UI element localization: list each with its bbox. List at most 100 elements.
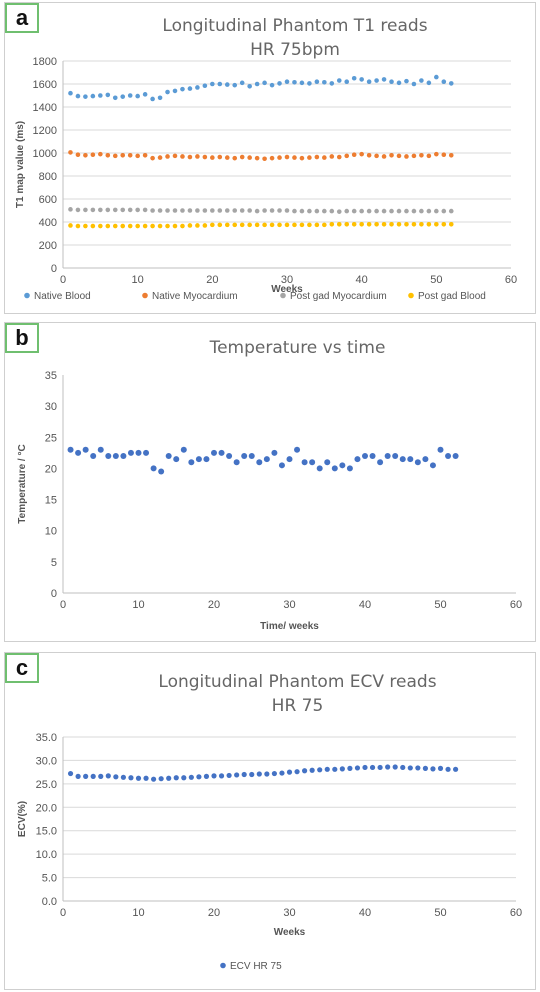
data-point (195, 208, 200, 213)
data-point (434, 151, 439, 157)
data-point (218, 773, 225, 779)
data-point (135, 153, 140, 159)
data-point (366, 208, 372, 214)
y-tick-label: 1000 (33, 148, 57, 160)
data-point (165, 452, 172, 459)
legend-marker (142, 292, 148, 299)
data-point (150, 96, 155, 102)
data-point (211, 449, 217, 456)
y-tick-label: 400 (39, 217, 57, 229)
data-point (381, 77, 387, 82)
data-point (120, 223, 126, 229)
data-point (324, 459, 331, 466)
y-tick-label: 10.0 (36, 849, 57, 861)
temperature-chart: Temperature vs time 0 5 10 15 20 25 30 35 0 10 20 30… (17, 338, 522, 632)
data-point (112, 223, 118, 229)
data-point (374, 208, 379, 214)
data-point (210, 81, 215, 87)
data-point (362, 764, 368, 771)
legend-label: Post gad Blood (418, 291, 486, 302)
data-point (359, 151, 364, 157)
data-point (389, 208, 394, 214)
y-tick-label: 0.0 (42, 896, 57, 908)
data-point (97, 446, 104, 453)
data-point (98, 93, 103, 98)
y-tick-label: 30.0 (36, 755, 57, 767)
data-point (128, 775, 134, 781)
data-point (196, 774, 202, 780)
data-point (381, 154, 387, 159)
data-point (366, 153, 372, 158)
data-point (314, 79, 320, 84)
data-point (180, 154, 185, 159)
data-point (374, 153, 379, 159)
data-point (67, 446, 74, 453)
data-point (284, 79, 290, 84)
x-tick-label: 30 (283, 907, 295, 919)
data-point (344, 79, 350, 84)
data-point (354, 456, 361, 463)
data-point (445, 766, 451, 772)
data-point (90, 152, 96, 158)
data-point (142, 207, 148, 213)
data-point (419, 222, 424, 227)
data-point (441, 222, 447, 227)
data-point (98, 773, 104, 779)
data-point (411, 153, 417, 159)
data-point (389, 153, 394, 158)
data-point (210, 208, 215, 213)
data-point (426, 80, 432, 86)
data-point (232, 208, 238, 213)
data-point (419, 153, 424, 158)
data-point (165, 208, 170, 213)
data-point (292, 155, 297, 160)
data-point (105, 92, 111, 98)
data-point (256, 771, 262, 777)
data-point (143, 449, 150, 456)
data-point (224, 222, 230, 228)
data-point (271, 770, 277, 777)
data-point (336, 78, 342, 83)
data-point (322, 155, 327, 160)
y-tick-label: 0 (51, 588, 57, 600)
data-point (307, 155, 312, 160)
data-point (284, 222, 290, 228)
x-tick-label: 10 (132, 907, 144, 919)
data-point (75, 773, 81, 779)
data-point (359, 208, 364, 214)
data-point (437, 765, 444, 771)
data-point (286, 769, 293, 775)
data-point (127, 223, 133, 229)
data-point (127, 153, 133, 158)
x-tick-label: 50 (430, 274, 442, 286)
data-point (187, 208, 193, 213)
data-point (239, 222, 245, 228)
data-point (448, 153, 454, 158)
data-point (150, 223, 155, 229)
data-point (316, 465, 323, 472)
legend-label: ECV HR 75 (230, 961, 282, 972)
data-point (299, 208, 305, 214)
data-point (68, 90, 73, 96)
data-point (419, 78, 424, 83)
y-tick-label: 1800 (33, 56, 57, 68)
data-point (396, 80, 402, 86)
data-point (362, 452, 368, 459)
data-point (374, 222, 379, 227)
data-point (314, 154, 320, 160)
data-point (224, 82, 230, 87)
data-point (195, 223, 200, 228)
y-tick-label: 15.0 (36, 826, 57, 838)
data-point (172, 208, 178, 213)
data-point (165, 223, 170, 229)
data-point (142, 153, 148, 158)
data-point (344, 208, 350, 214)
data-point (68, 150, 73, 155)
x-tick-label: 60 (505, 274, 517, 286)
data-point (127, 207, 133, 213)
data-point (173, 775, 179, 781)
data-point (239, 154, 245, 160)
legend-label: Native Blood (34, 291, 91, 302)
data-point (90, 207, 96, 213)
data-point (381, 222, 387, 227)
